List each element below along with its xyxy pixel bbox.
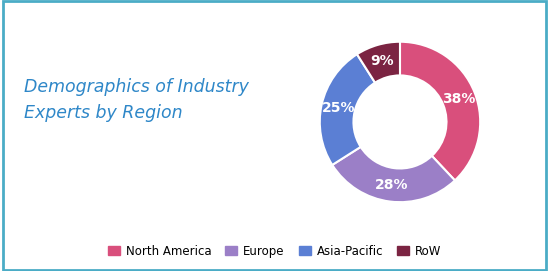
Wedge shape <box>357 42 400 83</box>
Text: 9%: 9% <box>371 54 394 68</box>
Text: Demographics of Industry
Experts by Region: Demographics of Industry Experts by Regi… <box>24 78 248 122</box>
Legend: North America, Europe, Asia-Pacific, RoW: North America, Europe, Asia-Pacific, RoW <box>103 240 446 262</box>
Wedge shape <box>332 147 455 202</box>
Text: 25%: 25% <box>321 101 355 115</box>
Wedge shape <box>400 42 480 180</box>
Text: 28%: 28% <box>376 178 409 192</box>
Wedge shape <box>320 54 375 165</box>
Text: 38%: 38% <box>442 92 475 106</box>
